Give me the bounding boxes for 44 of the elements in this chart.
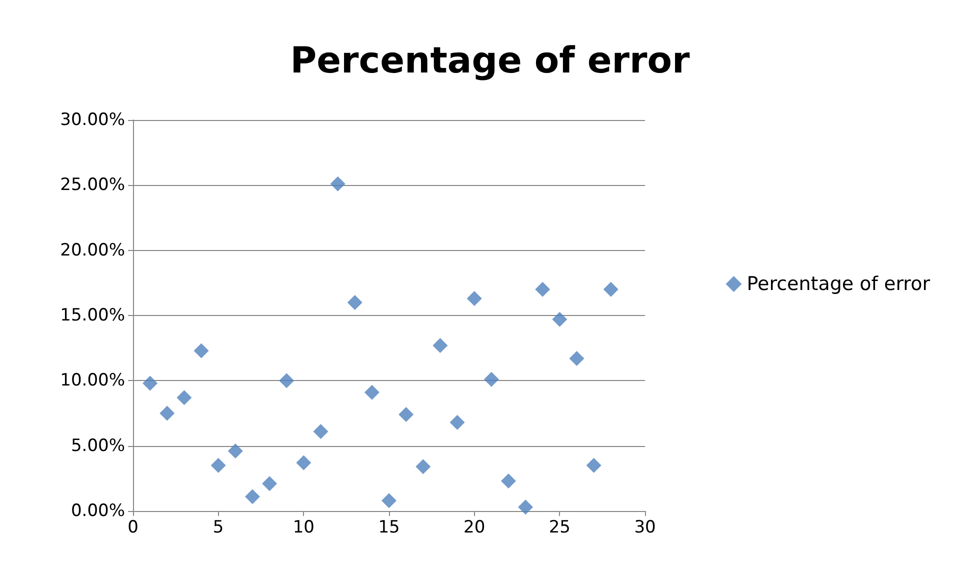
- point: [228, 444, 243, 459]
- point: [416, 459, 431, 474]
- x-tick-label: 25: [548, 518, 570, 538]
- y-tick-label: 20.00%: [60, 240, 125, 260]
- point: [432, 338, 448, 353]
- x-tick-label: 15: [378, 518, 400, 538]
- point: [160, 406, 175, 421]
- point: [382, 493, 396, 508]
- x-tick-label: 10: [292, 518, 314, 538]
- point: [142, 376, 158, 391]
- y-tick-label: 0.00%: [70, 501, 125, 521]
- point: [296, 455, 312, 470]
- legend-label: Percentage of error: [746, 273, 930, 295]
- y-tick-label: 25.00%: [60, 175, 125, 196]
- point: [466, 291, 482, 306]
- point: [484, 372, 499, 387]
- x-tick-label: 0: [128, 518, 138, 538]
- point: [194, 343, 209, 358]
- point: [313, 424, 328, 439]
- chart-title: Percentage of error: [290, 40, 690, 82]
- point: [603, 282, 618, 297]
- point: [586, 458, 602, 473]
- point: [364, 384, 380, 400]
- point: [330, 176, 346, 192]
- y-tick-label: 5.00%: [70, 436, 125, 456]
- x-tick-label: 20: [464, 518, 486, 538]
- point: [450, 414, 465, 430]
- point: [210, 458, 226, 473]
- point: [176, 390, 192, 406]
- point: [518, 500, 534, 515]
- y-tick-label: 15.00%: [60, 306, 125, 326]
- point: [347, 294, 362, 310]
- point: [262, 476, 278, 492]
- x-tick-label: 5: [212, 518, 224, 538]
- point: [279, 373, 294, 388]
- point: [244, 489, 260, 504]
- point: [552, 312, 568, 327]
- y-tick-label: 10.00%: [60, 370, 125, 391]
- y-tick-label: 30.00%: [60, 110, 125, 130]
- point: [500, 474, 516, 489]
- point: [535, 282, 550, 297]
- point: [398, 407, 414, 422]
- point: [569, 351, 584, 366]
- x-tick-label: 30: [634, 518, 656, 538]
